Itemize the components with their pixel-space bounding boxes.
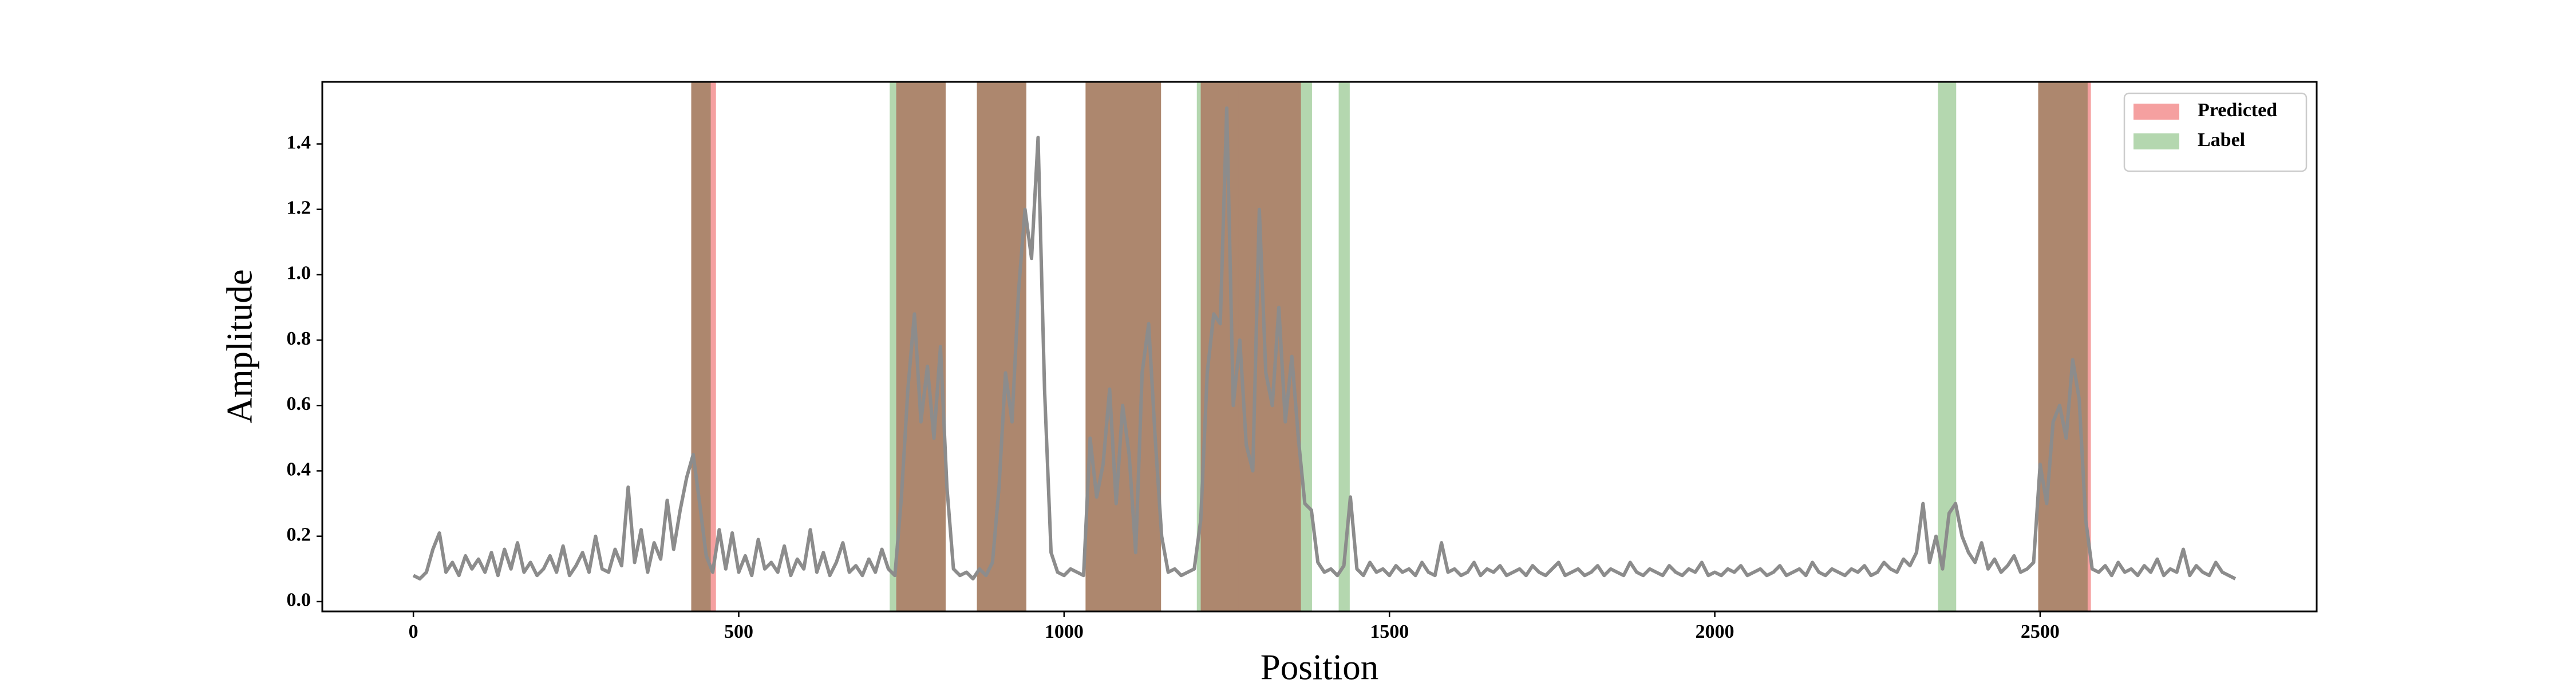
y-tick-label: 1.2 bbox=[287, 197, 311, 218]
y-tick-label: 0.0 bbox=[287, 590, 311, 611]
y-tick-label: 0.4 bbox=[287, 459, 311, 480]
region-span bbox=[2038, 82, 2088, 611]
legend-swatch bbox=[2134, 133, 2179, 149]
x-tick-label: 2500 bbox=[2021, 621, 2060, 642]
x-axis-label: Position bbox=[1261, 647, 1379, 687]
region-span bbox=[977, 82, 1026, 611]
x-tick-label: 500 bbox=[724, 621, 753, 642]
x-tick-label: 1500 bbox=[1370, 621, 1409, 642]
y-axis-label: Amplitude bbox=[219, 269, 259, 423]
y-tick-label: 1.0 bbox=[287, 263, 311, 284]
x-tick-label: 1000 bbox=[1045, 621, 1084, 642]
region-span bbox=[1338, 82, 1350, 611]
legend: Predicted Label bbox=[2123, 92, 2308, 172]
region-span bbox=[1085, 82, 1129, 611]
y-tick-label: 1.4 bbox=[287, 132, 311, 153]
region-span bbox=[691, 82, 711, 611]
axes-frame bbox=[321, 81, 2318, 613]
legend-swatch bbox=[2134, 104, 2179, 120]
y-tick-label: 0.2 bbox=[287, 524, 311, 545]
y-tick-label: 0.8 bbox=[287, 328, 311, 349]
legend-label: Label bbox=[2198, 129, 2245, 151]
x-tick-label: 0 bbox=[409, 621, 418, 642]
legend-label: Predicted bbox=[2198, 100, 2277, 121]
y-tick-label: 0.6 bbox=[287, 393, 311, 414]
plot: 0 500 1000 1500 2000 2500 0.0 0.2 0.4 0.6 0.8 1.0 1.… bbox=[287, 81, 2318, 642]
x-tick-label: 2000 bbox=[1696, 621, 1735, 642]
signal-line bbox=[412, 106, 2237, 581]
